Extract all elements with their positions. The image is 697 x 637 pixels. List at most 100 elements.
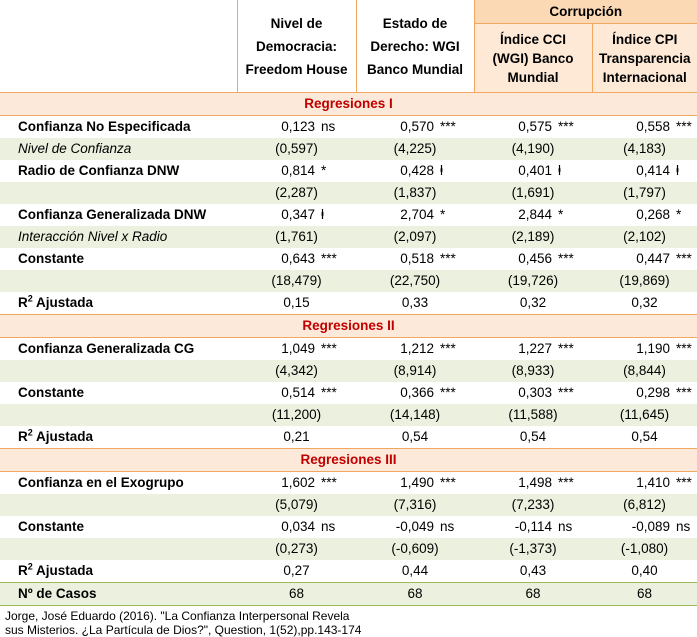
tstat-cell: (7,233) (474, 494, 593, 516)
table-row: (5,079) (7,316) (7,233) (6,812) (0, 494, 697, 516)
row-label: Confianza Generalizada CG (0, 337, 237, 360)
signif-cell: ns (438, 516, 475, 538)
coef-cell: 0,558 (592, 115, 675, 138)
r2-cell: 0,27 (237, 560, 356, 583)
tstat-cell: (4,225) (356, 138, 475, 160)
signif-cell: ns (319, 516, 356, 538)
signif-cell: *** (556, 337, 593, 360)
signif-cell: *** (319, 248, 356, 270)
tstat-cell: (11,200) (237, 404, 356, 426)
signif-cell: * (556, 204, 593, 226)
signif-cell: *** (674, 115, 697, 138)
signif-cell: *** (674, 382, 697, 404)
header-indice-cpi: Índice CPI Transparencia Internacional (591, 23, 697, 93)
section-title-regresiones-1: Regresiones I (0, 92, 697, 116)
tstat-cell: (8,844) (592, 360, 697, 382)
table-row: Confianza en el Exogrupo 1,602 *** 1,490 *… (0, 471, 697, 494)
tstat-cell: (18,479) (237, 270, 356, 292)
signif-cell: *** (438, 115, 475, 138)
citation-line-2: sus Misterios. ¿La Partícula de Dios?", … (5, 623, 362, 637)
coef-cell: 0,428 (356, 160, 438, 182)
r2-cell: 0,44 (356, 560, 475, 583)
coef-cell: 2,704 (356, 204, 438, 226)
header-estado-derecho: Estado de Derecho: WGI Banco Mundial (355, 0, 475, 93)
coef-cell: 0,303 (474, 382, 557, 404)
citation-line-1: Jorge, José Eduardo (2016). "La Confianz… (5, 609, 350, 623)
row-label-r2: R2 Ajustada (0, 292, 237, 315)
coef-cell: 0,347 (237, 204, 319, 226)
row-label (0, 538, 237, 560)
coef-cell: 0,814 (237, 160, 319, 182)
coef-cell: -0,089 (592, 516, 675, 538)
tstat-cell: (4,190) (474, 138, 593, 160)
coef-cell: 0,518 (356, 248, 438, 270)
tstat-cell: (2,287) (237, 182, 356, 204)
signif-cell: *** (438, 471, 475, 494)
coef-cell: 0,643 (237, 248, 319, 270)
table-row: (2,287) (1,837) (1,691) (1,797) (0, 182, 697, 204)
table-row: Confianza No Especificada 0,123 ns 0,570 *… (0, 115, 697, 138)
signif-cell: *** (556, 115, 593, 138)
signif-cell: * (319, 160, 356, 182)
r2-cell: 0,33 (356, 292, 475, 315)
r2-cell: 0,21 (237, 426, 356, 449)
table-row: (11,200) (14,148) (11,588) (11,645) (0, 404, 697, 426)
signif-cell: *** (319, 337, 356, 360)
table-row: Confianza Generalizada DNW 0,347 ⱡ 2,704 *… (0, 204, 697, 226)
coef-cell: 2,844 (474, 204, 557, 226)
signif-cell: *** (556, 248, 593, 270)
r2-cell: 0,15 (237, 292, 356, 315)
table-row: Interacción Nivel x Radio (1,761) (2,097… (0, 226, 697, 248)
coef-cell: 1,212 (356, 337, 438, 360)
row-label: Nivel de Confianza (0, 138, 237, 160)
coef-cell: 0,414 (592, 160, 675, 182)
tstat-cell: (7,316) (356, 494, 475, 516)
table-row: Nivel de Confianza (0,597) (4,225) (4,19… (0, 138, 697, 160)
signif-cell: *** (556, 471, 593, 494)
coef-cell: 0,366 (356, 382, 438, 404)
r2-cell: 0,54 (356, 426, 475, 449)
signif-cell: *** (674, 248, 697, 270)
regression-table: Nivel de Democracia: Freedom House Estad… (0, 0, 697, 606)
table-row: Constante 0,034 ns -0,049 ns -0,114 ns -0,0… (0, 516, 697, 538)
signif-cell: *** (556, 382, 593, 404)
signif-cell: *** (438, 382, 475, 404)
tstat-cell: (14,148) (356, 404, 475, 426)
row-label (0, 360, 237, 382)
table-row-casos: Nº de Casos 68 68 68 68 (0, 582, 697, 606)
row-label: Confianza No Especificada (0, 115, 237, 138)
row-label: Confianza en el Exogrupo (0, 471, 237, 494)
coef-cell: 0,034 (237, 516, 319, 538)
row-label: Constante (0, 382, 237, 404)
section-title-regresiones-2: Regresiones II (0, 314, 697, 338)
table-row: Constante 0,643 *** 0,518 *** 0,456 *** 0,4… (0, 248, 697, 270)
signif-cell: ⱡ (556, 160, 593, 182)
table-row: (18,479) (22,750) (19,726) (19,869) (0, 270, 697, 292)
coef-cell: 1,490 (356, 471, 438, 494)
coef-cell: 1,190 (592, 337, 675, 360)
n-cell: 68 (474, 582, 593, 606)
coef-cell: 0,570 (356, 115, 438, 138)
tstat-cell: (-1,080) (592, 538, 697, 560)
coef-cell: 1,498 (474, 471, 557, 494)
coef-cell: 0,298 (592, 382, 675, 404)
coef-cell: -0,049 (356, 516, 438, 538)
signif-cell: ⱡ (319, 204, 356, 226)
row-label: Constante (0, 516, 237, 538)
coef-cell: 1,227 (474, 337, 557, 360)
coef-cell: 0,123 (237, 115, 319, 138)
signif-cell: ⱡ (674, 160, 697, 182)
coef-cell: 0,268 (592, 204, 675, 226)
tstat-cell: (8,933) (474, 360, 593, 382)
tstat-cell: (11,588) (474, 404, 593, 426)
row-label: Radio de Confianza DNW (0, 160, 237, 182)
header-corrupcion-group: Corrupción (473, 0, 697, 24)
row-label: Nº de Casos (0, 582, 237, 606)
header-corner-bottom (0, 24, 237, 93)
n-cell: 68 (237, 582, 356, 606)
tstat-cell: (-1,373) (474, 538, 593, 560)
signif-cell: * (438, 204, 475, 226)
tstat-cell: (1,691) (474, 182, 593, 204)
signif-cell: ns (556, 516, 593, 538)
r2-cell: 0,32 (592, 292, 697, 315)
